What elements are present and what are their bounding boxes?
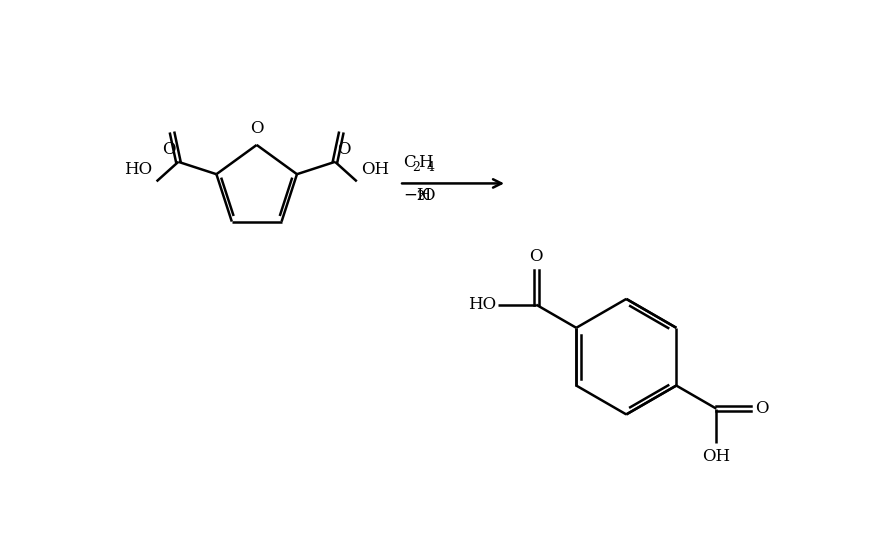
Text: O: O [338,141,351,158]
Text: 2: 2 [412,161,420,174]
Text: OH: OH [361,161,390,178]
Text: HO: HO [124,161,152,178]
Text: HO: HO [468,296,496,313]
Text: OH: OH [702,448,730,465]
Text: 4: 4 [426,161,435,174]
Text: 2: 2 [416,190,424,202]
Text: H: H [418,154,432,171]
Text: O: O [755,400,769,417]
Text: −H: −H [403,186,432,203]
Text: O: O [530,248,543,265]
Text: O: O [421,186,435,203]
Text: O: O [250,120,263,137]
Text: C: C [403,154,416,171]
Text: O: O [162,141,176,158]
